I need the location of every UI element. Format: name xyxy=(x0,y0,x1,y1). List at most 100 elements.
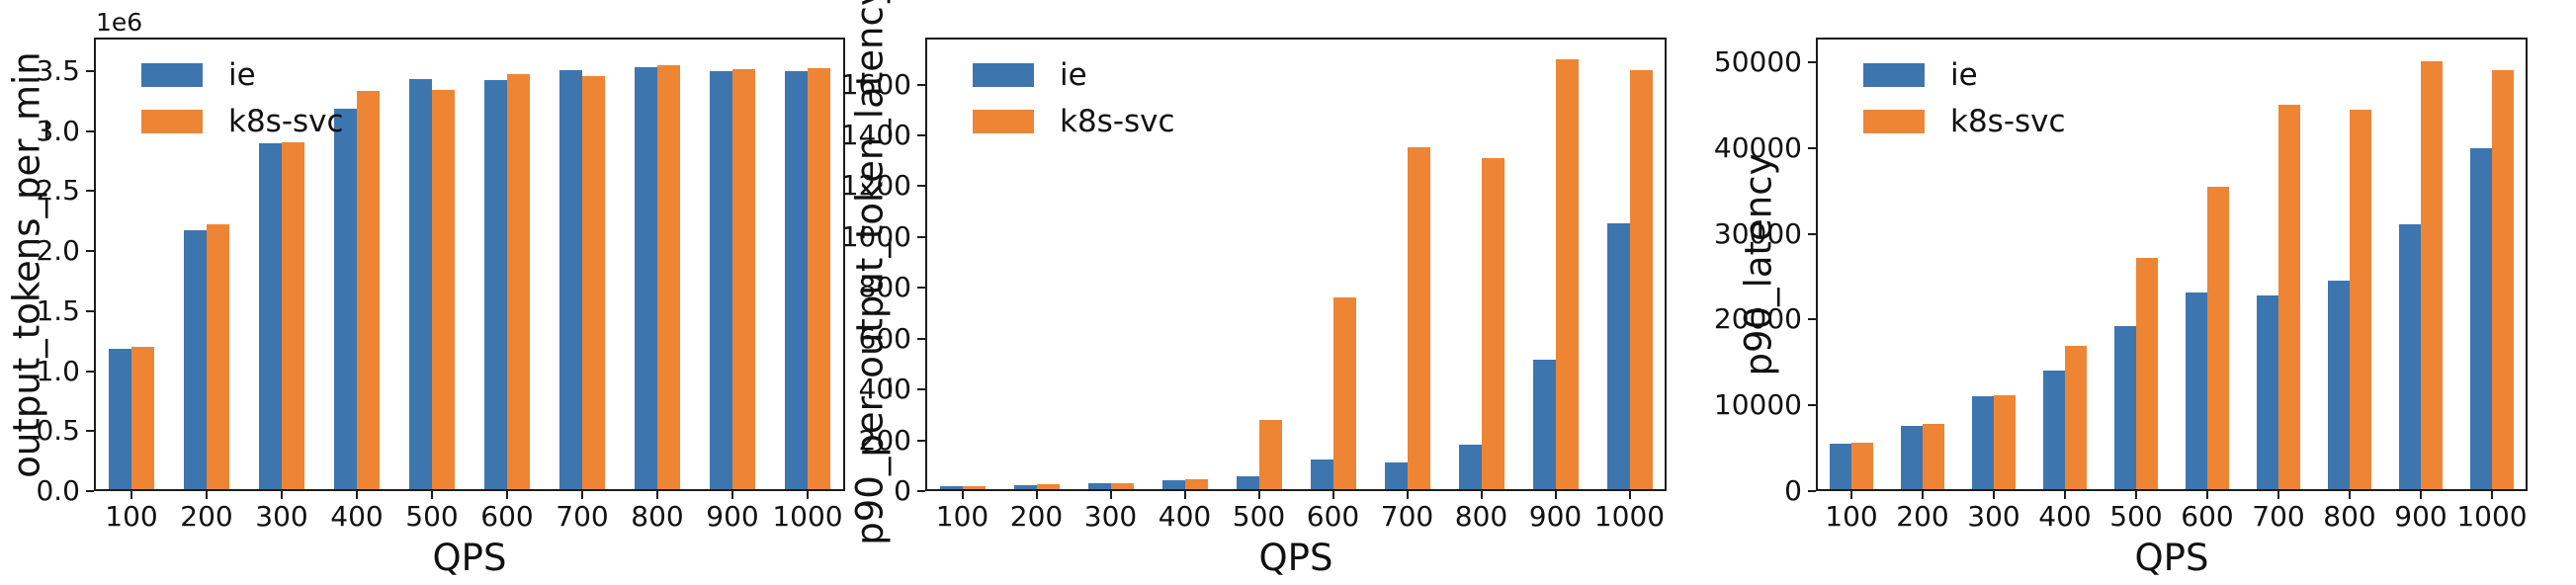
x-tick-label: 400 xyxy=(330,500,384,533)
y-tick-mark xyxy=(917,337,925,340)
bar-k8s-svc-qps-400 xyxy=(1185,479,1208,489)
bar-k8s-svc-qps-700 xyxy=(582,76,605,489)
bar-k8s-svc-qps-300 xyxy=(282,142,304,489)
x-tick-mark xyxy=(1628,491,1631,499)
y-tick-label: 800 xyxy=(858,271,911,304)
y-tick-label: 10000 xyxy=(1713,388,1802,422)
y-tick-mark xyxy=(1808,61,1816,64)
x-tick-label: 100 xyxy=(105,500,158,533)
bar-k8s-svc-qps-500 xyxy=(2136,258,2158,489)
bar-k8s-svc-qps-600 xyxy=(507,74,530,489)
legend-label: k8s-svc xyxy=(1950,104,2066,139)
bar-k8s-svc-qps-400 xyxy=(2065,346,2087,489)
bar-ie-qps-800 xyxy=(1459,445,1482,489)
x-tick-label: 700 xyxy=(1380,500,1434,533)
x-tick-mark xyxy=(206,491,208,499)
x-tick-mark xyxy=(431,491,433,499)
y-tick-label: 2.0 xyxy=(36,234,80,268)
y-tick-mark xyxy=(917,134,925,136)
y-tick-mark xyxy=(86,190,94,193)
bar-ie-qps-100 xyxy=(940,486,963,489)
x-tick-mark xyxy=(1183,491,1186,499)
x-tick-label: 800 xyxy=(631,500,684,533)
bar-ie-qps-900 xyxy=(710,71,732,489)
legend-entry-k8s-svc: k8s-svc xyxy=(141,104,344,139)
x-tick-mark xyxy=(1922,491,1924,499)
bar-k8s-svc-qps-600 xyxy=(2207,187,2229,489)
bar-ie-qps-300 xyxy=(1088,483,1111,489)
y-tick-mark xyxy=(1808,404,1816,407)
x-tick-mark xyxy=(2135,491,2137,499)
legend-swatch-k8s-svc xyxy=(1863,110,1925,133)
x-tick-label: 200 xyxy=(180,500,233,533)
bar-ie-qps-900 xyxy=(2399,224,2421,489)
y-tick-label: 1200 xyxy=(840,169,911,203)
y-tick-mark xyxy=(86,129,94,132)
bar-ie-qps-300 xyxy=(1972,396,1994,489)
y-tick-label: 1.0 xyxy=(36,354,80,387)
x-tick-label: 200 xyxy=(1009,500,1064,533)
x-tick-label: 300 xyxy=(1083,500,1138,533)
x-tick-label: 800 xyxy=(2323,500,2376,533)
bar-k8s-svc-qps-200 xyxy=(207,224,229,489)
y-tick-label: 3.5 xyxy=(36,54,80,87)
bar-ie-qps-700 xyxy=(559,70,582,489)
x-tick-label: 200 xyxy=(1896,500,1949,533)
y-tick-mark xyxy=(917,287,925,290)
y-tick-label: 1000 xyxy=(840,219,911,253)
bar-ie-qps-1000 xyxy=(2470,148,2492,489)
y-tick-label: 400 xyxy=(858,373,911,406)
x-tick-mark xyxy=(1554,491,1557,499)
x-tick-mark xyxy=(2491,491,2493,499)
legend-entry-ie: ie xyxy=(141,57,256,93)
bar-ie-qps-500 xyxy=(1237,476,1259,489)
y-tick-mark xyxy=(86,370,94,373)
bar-ie-qps-200 xyxy=(184,230,207,489)
x-tick-label: 700 xyxy=(556,500,609,533)
y-tick-label: 2.5 xyxy=(36,174,80,208)
legend-swatch-k8s-svc xyxy=(973,110,1034,133)
x-tick-label: 300 xyxy=(255,500,308,533)
bar-k8s-svc-qps-1000 xyxy=(1630,70,1653,489)
y-tick-label: 50000 xyxy=(1713,45,1802,79)
x-tick-mark xyxy=(1109,491,1112,499)
bar-ie-qps-400 xyxy=(1162,480,1185,489)
bar-k8s-svc-qps-500 xyxy=(432,90,455,489)
plot-area: ie k8s-svc xyxy=(925,38,1667,491)
bar-ie-qps-900 xyxy=(1533,360,1556,489)
x-tick-label: 1000 xyxy=(772,500,843,533)
legend-swatch-ie xyxy=(973,63,1034,87)
x-tick-label: 500 xyxy=(1232,500,1286,533)
y-tick-mark xyxy=(1808,146,1816,149)
x-tick-mark xyxy=(506,491,508,499)
x-tick-mark xyxy=(281,491,283,499)
legend-entry-k8s-svc: k8s-svc xyxy=(973,104,1175,139)
bar-ie-qps-400 xyxy=(2043,371,2065,489)
y-tick-label: 3.0 xyxy=(36,114,80,147)
x-tick-mark xyxy=(2064,491,2066,499)
bar-k8s-svc-qps-100 xyxy=(963,486,986,489)
x-tick-label: 300 xyxy=(1967,500,2020,533)
bar-k8s-svc-qps-1000 xyxy=(2492,70,2514,489)
x-tick-mark xyxy=(2349,491,2351,499)
y-tick-mark xyxy=(917,388,925,391)
bar-k8s-svc-qps-300 xyxy=(1994,395,2016,489)
x-tick-mark xyxy=(1406,491,1409,499)
y-tick-mark xyxy=(917,235,925,238)
y-tick-mark xyxy=(917,83,925,86)
x-tick-label: 900 xyxy=(1528,500,1583,533)
x-tick-mark xyxy=(961,491,964,499)
y-axis-title: p90_latency xyxy=(1737,153,1780,376)
bar-k8s-svc-qps-500 xyxy=(1259,420,1282,489)
x-tick-mark xyxy=(1331,491,1334,499)
y-tick-label: 1400 xyxy=(840,119,911,151)
bar-ie-qps-400 xyxy=(334,109,357,489)
bar-ie-qps-200 xyxy=(1014,485,1037,489)
x-tick-label: 600 xyxy=(1306,500,1360,533)
x-tick-mark xyxy=(1993,491,1995,499)
bar-ie-qps-500 xyxy=(409,79,432,489)
x-tick-label: 900 xyxy=(706,500,759,533)
x-tick-mark xyxy=(656,491,658,499)
